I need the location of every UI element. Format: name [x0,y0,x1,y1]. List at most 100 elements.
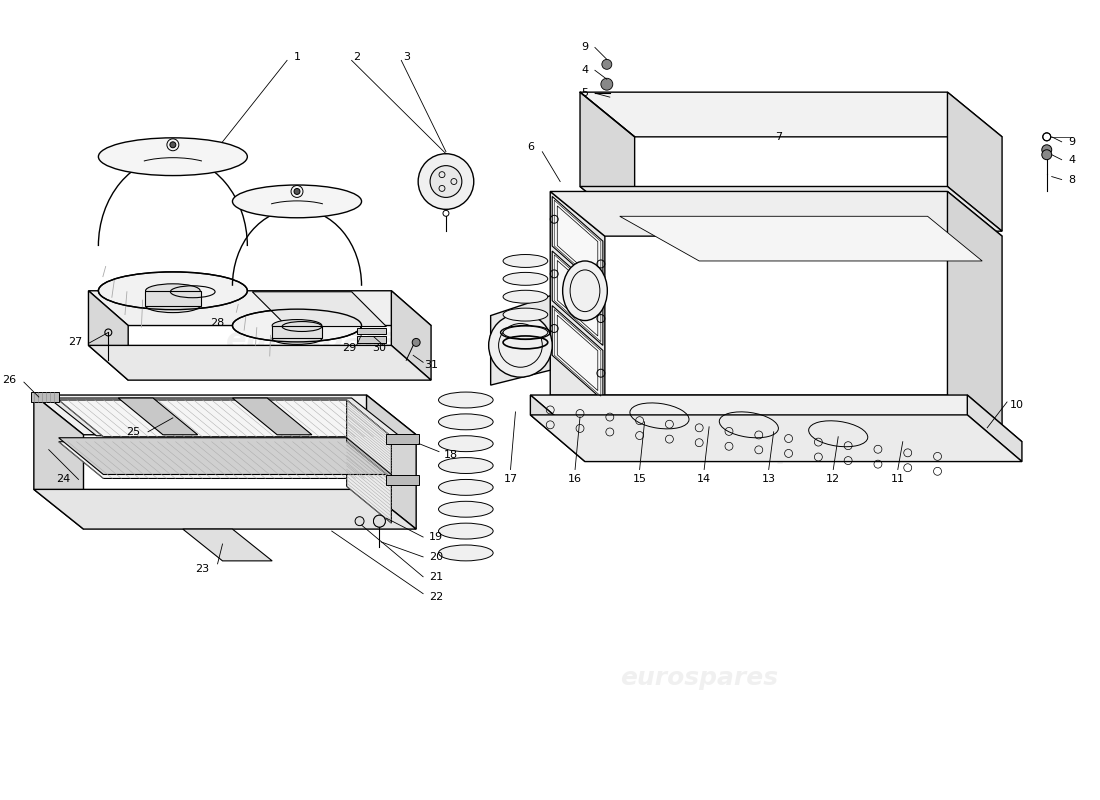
Ellipse shape [145,298,200,313]
Ellipse shape [439,392,493,408]
Text: 24: 24 [56,474,70,485]
Ellipse shape [503,290,548,303]
Text: 12: 12 [826,474,840,485]
Circle shape [374,515,385,527]
Ellipse shape [98,138,248,175]
Polygon shape [232,398,312,434]
Circle shape [169,142,176,148]
Ellipse shape [439,545,493,561]
Polygon shape [34,395,416,434]
Text: 28: 28 [210,318,224,327]
Polygon shape [386,434,419,444]
Polygon shape [392,290,431,380]
Polygon shape [346,438,392,478]
Text: eurospares: eurospares [620,666,779,690]
Ellipse shape [439,414,493,430]
Polygon shape [386,475,419,486]
Polygon shape [550,395,1002,440]
Text: 3: 3 [403,52,409,62]
Polygon shape [48,398,399,436]
Polygon shape [530,415,1022,462]
Text: 27: 27 [68,338,82,347]
Circle shape [294,189,300,194]
Text: 16: 16 [568,474,582,485]
Text: 9: 9 [1068,137,1075,147]
Ellipse shape [503,326,548,339]
Ellipse shape [503,308,548,321]
Text: 22: 22 [429,592,443,602]
Polygon shape [530,395,585,462]
Polygon shape [119,398,198,434]
Polygon shape [356,337,386,343]
Polygon shape [967,395,1022,462]
Text: 30: 30 [373,343,386,354]
Ellipse shape [145,284,200,298]
Text: 17: 17 [504,474,518,485]
Polygon shape [530,395,1022,442]
Ellipse shape [232,309,362,342]
Ellipse shape [439,502,493,517]
Text: 18: 18 [444,450,458,460]
Polygon shape [34,395,84,529]
Text: 25: 25 [126,426,140,437]
Ellipse shape [503,272,548,286]
Polygon shape [491,296,550,385]
Polygon shape [272,326,322,338]
Polygon shape [552,197,603,290]
Text: 5: 5 [582,88,588,98]
Text: 13: 13 [761,474,776,485]
Text: 23: 23 [196,564,210,574]
Text: 7: 7 [776,132,782,142]
Text: 20: 20 [429,552,443,562]
Ellipse shape [439,523,493,539]
Ellipse shape [232,185,362,218]
Ellipse shape [439,479,493,495]
Polygon shape [580,92,635,231]
Polygon shape [88,290,129,380]
Text: 2: 2 [353,52,360,62]
Circle shape [374,515,385,527]
Polygon shape [58,442,392,478]
Polygon shape [88,290,431,326]
Ellipse shape [272,319,322,331]
Polygon shape [550,191,1002,236]
Circle shape [488,314,552,377]
Text: 15: 15 [632,474,647,485]
Polygon shape [58,400,392,437]
Text: 11: 11 [891,474,905,485]
Ellipse shape [439,436,493,452]
Polygon shape [252,292,386,326]
Text: 19: 19 [429,532,443,542]
Circle shape [430,166,462,198]
Text: 31: 31 [425,360,438,370]
Ellipse shape [98,272,248,310]
Polygon shape [550,191,605,440]
Polygon shape [88,346,431,380]
Polygon shape [34,490,416,529]
Polygon shape [552,251,603,346]
Polygon shape [145,290,200,306]
Text: 9: 9 [582,42,588,53]
Text: 26: 26 [2,375,16,385]
Circle shape [601,78,613,90]
Polygon shape [947,92,1002,231]
Text: 21: 21 [429,572,443,582]
Circle shape [602,59,612,70]
Polygon shape [356,327,386,334]
Polygon shape [552,306,603,400]
Polygon shape [58,438,392,474]
Polygon shape [346,400,392,482]
Ellipse shape [503,254,548,267]
Text: 29: 29 [342,343,356,354]
Polygon shape [183,529,272,561]
Circle shape [355,517,364,526]
Text: 6: 6 [527,142,534,152]
Ellipse shape [439,458,493,474]
Text: 10: 10 [1010,400,1024,410]
Text: 8: 8 [1068,174,1075,185]
Circle shape [418,154,474,210]
Text: 4: 4 [582,66,588,75]
Text: 4: 4 [1068,154,1075,165]
Circle shape [412,338,420,346]
Ellipse shape [562,261,607,321]
